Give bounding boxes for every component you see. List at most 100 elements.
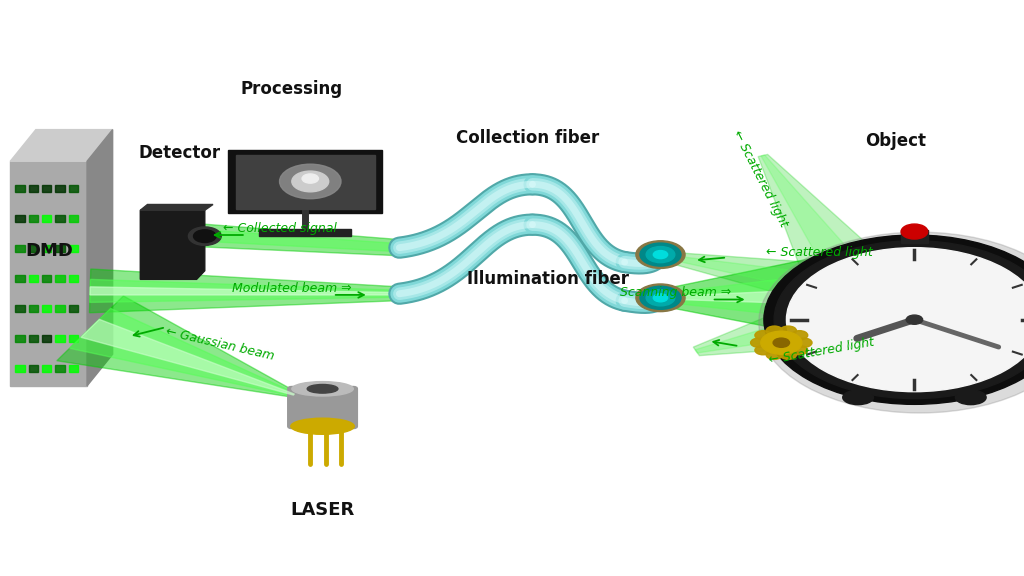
Circle shape bbox=[906, 315, 923, 324]
Bar bbox=[69, 275, 78, 282]
Circle shape bbox=[759, 232, 1024, 413]
Bar bbox=[55, 245, 65, 252]
Circle shape bbox=[280, 164, 341, 199]
Circle shape bbox=[653, 251, 668, 259]
Bar bbox=[15, 275, 25, 282]
Polygon shape bbox=[90, 287, 399, 295]
Bar bbox=[42, 245, 51, 252]
Circle shape bbox=[764, 235, 1024, 404]
Polygon shape bbox=[56, 296, 297, 397]
Polygon shape bbox=[10, 130, 113, 161]
Text: Collection fiber: Collection fiber bbox=[456, 129, 599, 147]
Circle shape bbox=[766, 326, 782, 335]
Polygon shape bbox=[758, 154, 893, 286]
Polygon shape bbox=[660, 288, 850, 305]
Circle shape bbox=[780, 326, 797, 335]
Polygon shape bbox=[660, 251, 851, 343]
Polygon shape bbox=[662, 252, 862, 310]
Circle shape bbox=[792, 346, 808, 355]
Circle shape bbox=[646, 290, 675, 306]
Circle shape bbox=[755, 346, 771, 355]
Text: ← Collected signal: ← Collected signal bbox=[222, 222, 337, 234]
Text: Object: Object bbox=[865, 132, 927, 150]
Polygon shape bbox=[70, 308, 296, 396]
Bar bbox=[42, 215, 51, 222]
Text: ← Scattered light: ← Scattered light bbox=[766, 246, 872, 259]
Circle shape bbox=[636, 241, 685, 268]
Bar bbox=[55, 185, 65, 192]
Text: Illumination fiber: Illumination fiber bbox=[467, 270, 629, 289]
Bar bbox=[15, 245, 25, 252]
Bar bbox=[55, 215, 65, 222]
Bar bbox=[69, 185, 78, 192]
Circle shape bbox=[188, 227, 221, 245]
Bar bbox=[901, 230, 928, 243]
Circle shape bbox=[640, 243, 681, 266]
Bar bbox=[69, 365, 78, 372]
Bar bbox=[29, 305, 38, 312]
Bar bbox=[259, 229, 351, 236]
Bar bbox=[55, 365, 65, 372]
Text: ← Gaussian beam: ← Gaussian beam bbox=[165, 325, 275, 363]
Polygon shape bbox=[87, 130, 113, 386]
Bar bbox=[42, 305, 51, 312]
Bar bbox=[69, 215, 78, 222]
Circle shape bbox=[773, 338, 790, 347]
Circle shape bbox=[901, 224, 928, 239]
Text: DMD: DMD bbox=[26, 241, 74, 260]
Bar bbox=[69, 245, 78, 252]
Bar bbox=[42, 275, 51, 282]
Text: Processing: Processing bbox=[241, 80, 343, 98]
Text: ← Scattered light: ← Scattered light bbox=[768, 336, 876, 367]
Circle shape bbox=[646, 247, 675, 263]
Circle shape bbox=[761, 331, 802, 354]
Bar bbox=[29, 275, 38, 282]
Ellipse shape bbox=[843, 391, 873, 404]
Bar bbox=[42, 365, 51, 372]
Circle shape bbox=[636, 284, 685, 312]
Ellipse shape bbox=[292, 382, 353, 396]
Text: Modulated beam ⇒: Modulated beam ⇒ bbox=[232, 282, 351, 294]
Bar bbox=[42, 335, 51, 342]
Bar bbox=[29, 365, 38, 372]
Bar bbox=[69, 335, 78, 342]
Polygon shape bbox=[695, 305, 858, 353]
Bar bbox=[236, 155, 375, 209]
Bar bbox=[29, 335, 38, 342]
Text: LASER: LASER bbox=[291, 501, 354, 519]
Bar bbox=[15, 305, 25, 312]
Text: Scanning beam ⇒: Scanning beam ⇒ bbox=[621, 286, 731, 299]
Circle shape bbox=[640, 286, 681, 309]
Circle shape bbox=[766, 350, 782, 359]
Bar bbox=[29, 245, 38, 252]
Bar bbox=[29, 215, 38, 222]
Circle shape bbox=[653, 294, 668, 302]
Bar bbox=[55, 275, 65, 282]
Circle shape bbox=[751, 338, 767, 347]
Bar bbox=[55, 335, 65, 342]
Circle shape bbox=[292, 171, 329, 192]
Polygon shape bbox=[193, 223, 401, 256]
Bar bbox=[228, 150, 382, 213]
Circle shape bbox=[774, 241, 1024, 399]
Circle shape bbox=[302, 174, 318, 183]
Polygon shape bbox=[90, 279, 399, 302]
Bar bbox=[15, 185, 25, 192]
Circle shape bbox=[755, 331, 771, 340]
Ellipse shape bbox=[291, 418, 354, 434]
Text: ← Scattered light: ← Scattered light bbox=[730, 128, 790, 229]
Bar bbox=[42, 185, 51, 192]
Circle shape bbox=[786, 248, 1024, 392]
Polygon shape bbox=[140, 204, 213, 210]
Circle shape bbox=[792, 331, 808, 340]
Polygon shape bbox=[660, 271, 850, 323]
Bar bbox=[15, 215, 25, 222]
Polygon shape bbox=[663, 255, 855, 298]
Bar bbox=[29, 185, 38, 192]
FancyBboxPatch shape bbox=[288, 386, 357, 429]
Polygon shape bbox=[194, 229, 400, 252]
Polygon shape bbox=[81, 319, 295, 395]
Ellipse shape bbox=[307, 385, 338, 393]
Polygon shape bbox=[10, 161, 87, 386]
Circle shape bbox=[194, 230, 216, 242]
